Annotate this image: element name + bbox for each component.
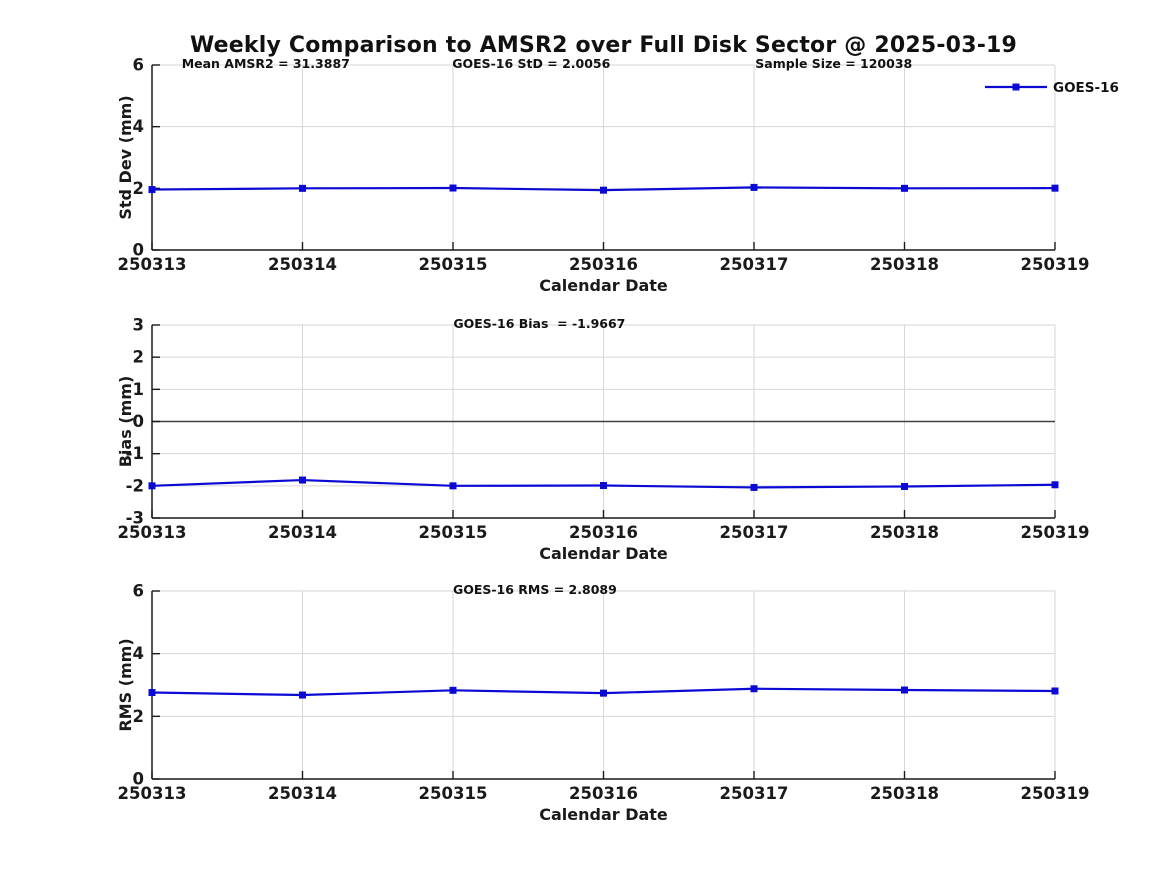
y-tick-label: 2	[133, 348, 144, 367]
series-marker	[901, 184, 908, 192]
series-marker	[901, 482, 908, 490]
legend-label: GOES-16	[1053, 80, 1119, 96]
x-tick-label: 250318	[870, 784, 939, 803]
x-tick-label: 250316	[569, 784, 638, 803]
x-axis-label: Calendar Date	[539, 276, 668, 295]
y-tick-label: 6	[133, 56, 144, 75]
subplot-bias: 250313 250314 250315 250316 250317 250318 2503…	[116, 316, 1089, 564]
series-marker	[901, 686, 908, 694]
x-tick-label: 250313	[118, 784, 187, 803]
series-marker	[299, 476, 306, 484]
y-axis-label: Bias (mm)	[116, 376, 135, 468]
y-axis-label: Std Dev (mm)	[116, 95, 135, 219]
x-tick-label: 250316	[569, 255, 638, 274]
x-tick-label: 250313	[118, 255, 187, 274]
y-tick-label: -3	[126, 509, 144, 528]
x-tick-label: 250319	[1021, 255, 1090, 274]
y-tick-label: 6	[133, 582, 144, 601]
series-marker	[600, 689, 607, 697]
stat-annotation: GOES-16 RMS = 2.8089	[453, 582, 617, 597]
stat-annotation: Sample Size = 120038	[755, 56, 912, 71]
x-tick-label: 250314	[268, 255, 337, 274]
series-marker	[750, 685, 758, 693]
y-tick-label: 4	[133, 644, 144, 663]
legend: GOES-16	[985, 80, 1119, 96]
x-tick-label: 250314	[268, 523, 337, 542]
x-tick-label: 250317	[720, 523, 789, 542]
y-tick-label: 0	[133, 770, 144, 789]
subplot-std-dev: 250313 250314 250315 250316 250317 250318 2503…	[116, 56, 1119, 296]
y-axis-label: RMS (mm)	[116, 638, 135, 731]
stat-annotation: GOES-16 Bias = -1.9667	[453, 316, 625, 331]
series-marker	[750, 483, 758, 491]
legend-marker	[1012, 83, 1020, 91]
y-tick-label: 0	[133, 412, 144, 431]
x-axis-label: Calendar Date	[539, 805, 668, 824]
y-tick-label: 4	[133, 117, 144, 136]
series-marker	[299, 184, 306, 192]
series-marker	[750, 183, 758, 191]
x-tick-label: 250316	[569, 523, 638, 542]
x-tick-label: 250315	[419, 784, 488, 803]
series-marker	[1051, 184, 1059, 192]
y-tick-label: 2	[133, 707, 144, 726]
x-tick-label: 250317	[720, 255, 789, 274]
figure-title: Weekly Comparison to AMSR2 over Full Dis…	[189, 33, 1018, 58]
series-marker	[1051, 481, 1059, 489]
y-tick-label: 1	[133, 380, 144, 399]
x-tick-label: 250314	[268, 784, 337, 803]
series-marker	[1051, 687, 1059, 695]
x-axis-label: Calendar Date	[539, 544, 668, 563]
y-tick-label: 2	[133, 179, 144, 198]
series-marker	[449, 482, 457, 490]
series-marker	[148, 186, 156, 194]
series-marker	[148, 482, 156, 490]
y-tick-label: -1	[126, 444, 144, 463]
x-tick-label: 250319	[1021, 784, 1090, 803]
stat-annotation: GOES-16 StD = 2.0056	[452, 56, 610, 71]
y-tick-label: 3	[133, 316, 144, 335]
x-tick-label: 250319	[1021, 523, 1090, 542]
x-tick-label: 250315	[419, 523, 488, 542]
series-marker	[299, 691, 306, 699]
series-marker	[600, 186, 607, 194]
x-tick-label: 250315	[419, 255, 488, 274]
x-tick-label: 250318	[870, 255, 939, 274]
series-marker	[148, 689, 156, 697]
series-marker	[449, 184, 457, 192]
stat-annotation: Mean AMSR2 = 31.3887	[182, 56, 350, 71]
subplot-rms: 250313 250314 250315 250316 250317 250318 2503…	[116, 582, 1089, 825]
x-tick-label: 250313	[118, 523, 187, 542]
x-tick-label: 250318	[870, 523, 939, 542]
series-marker	[449, 686, 457, 694]
x-tick-label: 250317	[720, 784, 789, 803]
series-marker	[600, 482, 607, 490]
y-tick-label: 0	[133, 241, 144, 260]
y-tick-label: -2	[126, 476, 144, 495]
